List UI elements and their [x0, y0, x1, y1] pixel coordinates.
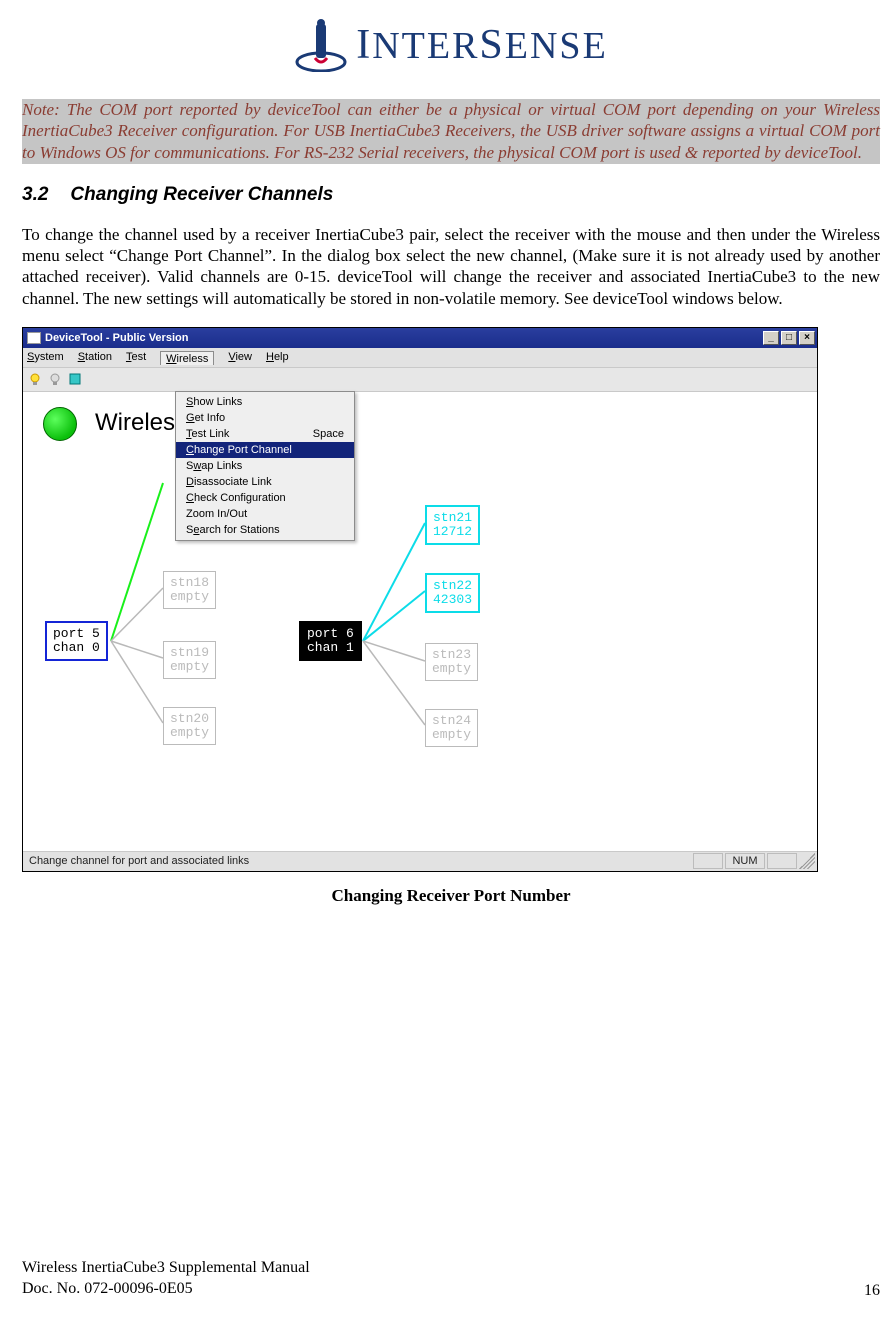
window-title: DeviceTool - Public Version — [45, 332, 188, 344]
footer-doc-title: Wireless InertiaCube3 Supplemental Manua… — [22, 1258, 310, 1279]
port-node-2[interactable]: port 6 chan 1 — [299, 621, 362, 662]
section-title: Changing Receiver Channels — [70, 184, 333, 205]
menu-item-view[interactable]: View — [228, 351, 252, 363]
menu-item-station[interactable]: Station — [78, 351, 112, 363]
wireless-dropdown[interactable]: Show LinksGet InfoTest LinkSpaceChange P… — [175, 391, 355, 541]
port-node-1[interactable]: port 5 chan 0 — [45, 621, 108, 662]
section-heading: 3.2 Changing Receiver Channels — [22, 184, 880, 206]
header-logo: INTERSENSE — [22, 18, 880, 77]
chip-icon[interactable] — [67, 371, 83, 387]
dropdown-item[interactable]: Test LinkSpace — [176, 426, 354, 442]
menu-item-help[interactable]: Help — [266, 351, 289, 363]
dropdown-item[interactable]: Check Configuration — [176, 490, 354, 506]
link-lines — [23, 393, 818, 853]
menu-item-system[interactable]: System — [27, 351, 64, 363]
figure-caption: Changing Receiver Port Number — [22, 886, 880, 906]
section-number: 3.2 — [22, 184, 48, 205]
station-node[interactable]: stn20 empty — [163, 707, 216, 746]
menu-item-wireless[interactable]: Wireless — [160, 351, 214, 365]
numlock-indicator: NUM — [725, 853, 765, 869]
close-button[interactable]: × — [799, 331, 815, 345]
wireless-heading: Wireless — [95, 409, 187, 437]
maximize-button[interactable]: □ — [781, 331, 797, 345]
app-icon — [27, 332, 41, 344]
toolbar — [23, 368, 817, 392]
dropdown-item[interactable]: Search for Stations — [176, 522, 354, 538]
page-footer: Wireless InertiaCube3 Supplemental Manua… — [22, 1258, 880, 1300]
resize-grip-icon[interactable] — [799, 853, 815, 869]
window-titlebar[interactable]: DeviceTool - Public Version _ □ × — [23, 328, 817, 348]
statusbar-cell — [767, 853, 797, 869]
devicetool-window: DeviceTool - Public Version _ □ × System… — [22, 327, 818, 872]
footer-doc-number: Doc. No. 072-00096-0E05 — [22, 1279, 310, 1300]
page-number: 16 — [864, 1282, 880, 1300]
station-node[interactable]: stn19 empty — [163, 641, 216, 680]
dropdown-item[interactable]: Zoom In/Out — [176, 506, 354, 522]
bulb-off-icon[interactable] — [47, 371, 63, 387]
statusbar-text: Change channel for port and associated l… — [29, 855, 249, 867]
statusbar-cell — [693, 853, 723, 869]
menubar: System Station Test Wireless View Help — [23, 348, 817, 368]
intersense-logo-icon — [294, 18, 348, 72]
dropdown-item[interactable]: Get Info — [176, 410, 354, 426]
station-node[interactable]: stn23 empty — [425, 643, 478, 682]
dropdown-item[interactable]: Show Links — [176, 394, 354, 410]
minimize-button[interactable]: _ — [763, 331, 779, 345]
status-indicator-icon — [43, 407, 77, 441]
dropdown-item[interactable]: Change Port Channel — [176, 442, 354, 458]
body-paragraph: To change the channel used by a receiver… — [22, 224, 880, 309]
dropdown-item[interactable]: Disassociate Link — [176, 474, 354, 490]
station-node[interactable]: stn24 empty — [425, 709, 478, 748]
canvas-area[interactable]: Wireless Show LinksGet InfoTest LinkSpac… — [23, 392, 817, 852]
note-paragraph: Note: The COM port reported by deviceToo… — [22, 99, 880, 164]
statusbar: Change channel for port and associated l… — [23, 851, 817, 871]
dropdown-item[interactable]: Swap Links — [176, 458, 354, 474]
bulb-on-icon[interactable] — [27, 371, 43, 387]
station-node[interactable]: stn18 empty — [163, 571, 216, 610]
brand-name: INTERSENSE — [356, 21, 608, 69]
menu-item-test[interactable]: Test — [126, 351, 146, 363]
station-node[interactable]: stn21 12712 — [425, 505, 480, 546]
station-node[interactable]: stn22 42303 — [425, 573, 480, 614]
